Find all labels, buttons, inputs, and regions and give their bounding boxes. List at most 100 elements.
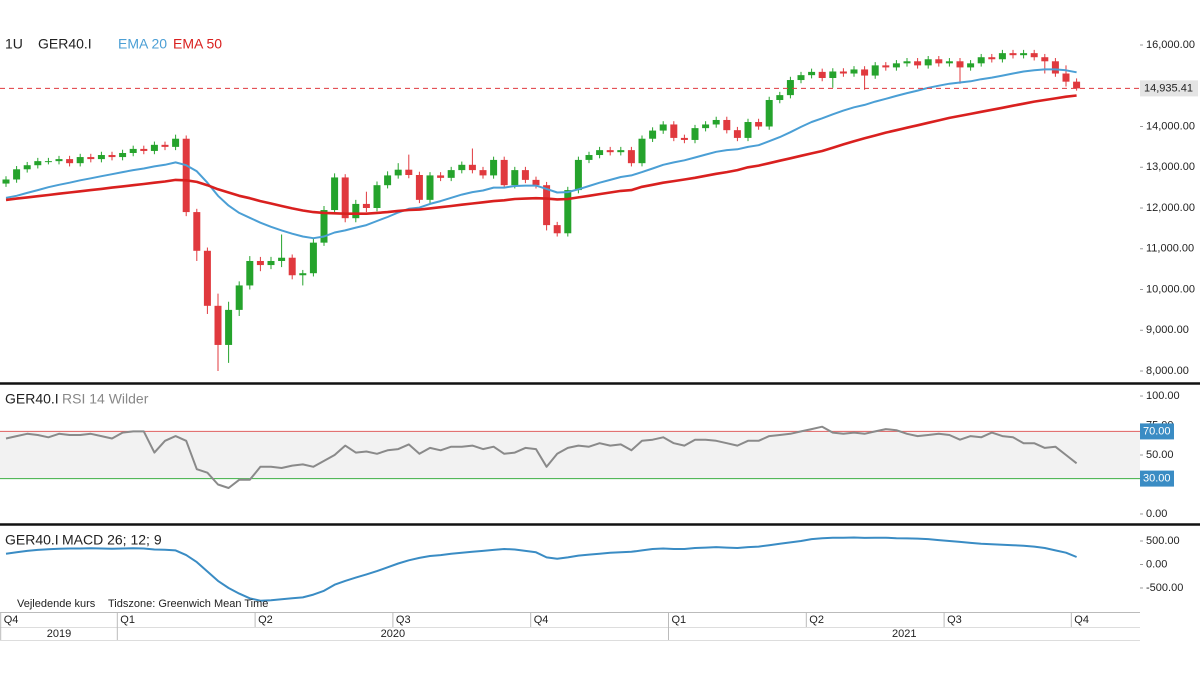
y-tick-label: 11,000.00 (1146, 243, 1194, 255)
candle-body (214, 305, 222, 345)
candle-body (553, 225, 561, 234)
symbol: GER40.I (38, 36, 92, 52)
candle-body (309, 242, 317, 274)
symbol: GER40.I (5, 532, 59, 548)
candle-body (479, 170, 487, 176)
candle-body (914, 61, 922, 66)
quarter-label: Q4 (4, 614, 19, 626)
candle-body (617, 150, 625, 153)
candle-body (670, 124, 678, 138)
candle-body (458, 164, 466, 171)
candle-body (977, 57, 985, 64)
candle-body (362, 203, 370, 209)
band-fill (0, 431, 1140, 479)
candle-body (426, 175, 434, 200)
candle-body (97, 155, 105, 160)
candle-body (1062, 73, 1070, 82)
quarter-label: Q1 (672, 614, 687, 626)
indicator-title: RSI 14 Wilder (62, 391, 149, 407)
candle-body (956, 61, 964, 68)
y-tick-label: 14,000.00 (1146, 120, 1195, 132)
candle-body (935, 59, 943, 64)
band-label: 30.00 (1143, 472, 1171, 484)
candle-body (384, 175, 392, 186)
quarter-label: Q3 (396, 614, 411, 626)
indicator-title: MACD 26; 12; 9 (62, 532, 162, 548)
candle-body (829, 71, 837, 79)
quarter-label: Q3 (947, 614, 962, 626)
candle-body (712, 119, 720, 125)
candle-body (945, 61, 953, 64)
candle-body (119, 152, 127, 158)
quarter-label: Q2 (809, 614, 824, 626)
candle-body (702, 124, 710, 129)
candle-body (2, 179, 10, 184)
candle-body (808, 71, 816, 76)
interval: 1U (5, 36, 23, 52)
candle-body (129, 148, 137, 153)
last-price-box (1140, 80, 1198, 97)
candle-body (1041, 57, 1049, 62)
candle-body (627, 150, 635, 164)
candle-body (606, 150, 614, 153)
year-label: 2019 (47, 628, 71, 640)
candle-body (818, 71, 826, 79)
y-tick-label: 500.00 (1146, 535, 1180, 547)
candle-body (320, 210, 328, 243)
band-label-box (1140, 423, 1174, 440)
candle-body (394, 169, 402, 176)
candle-body (596, 150, 604, 156)
candle-body (1009, 53, 1017, 56)
last-price-label: 14,935.41 (1144, 82, 1193, 94)
candle-body (924, 59, 932, 66)
candle-body (649, 130, 657, 139)
candle-body (532, 179, 540, 186)
candle-body (988, 57, 996, 60)
candle-body (543, 185, 551, 226)
legend-entry: EMA 50 (173, 36, 222, 52)
candle-body (341, 177, 349, 219)
y-tick-label: 0.00 (1146, 508, 1167, 520)
candle-body (150, 144, 158, 151)
candle-body (203, 250, 211, 306)
y-tick-label: 0.00 (1146, 558, 1167, 570)
candle-body (1030, 53, 1038, 58)
candle-body (225, 309, 233, 345)
y-tick-label: 8,000.00 (1146, 365, 1189, 377)
candle-body (1020, 53, 1028, 56)
marks: 8,000.00 9,000.00 10,000.00 11,000.00 12,000… (0, 39, 1198, 640)
candle-body (288, 257, 296, 276)
candle-body (861, 69, 869, 76)
candle-body (691, 128, 699, 140)
candle-body (23, 165, 31, 170)
quarter-label: Q2 (258, 614, 273, 626)
y-tick-label: 50.00 (1146, 449, 1174, 461)
candle-body (903, 61, 911, 64)
quarter-label: Q4 (534, 614, 549, 626)
candle-body (490, 159, 498, 176)
y-tick-label: 12,000.00 (1146, 202, 1195, 214)
candle-body (744, 122, 752, 138)
candle-body (755, 122, 763, 127)
candle-body (76, 157, 84, 164)
year-label: 2020 (381, 628, 405, 640)
candle-body (437, 175, 445, 178)
candle-body (447, 170, 455, 178)
candle-body (140, 148, 148, 151)
candle-body (733, 130, 741, 138)
candle-body (998, 53, 1006, 60)
candle-body (108, 155, 116, 158)
candle-body (659, 124, 667, 131)
band-label: 70.00 (1143, 425, 1171, 437)
candle-body (299, 273, 307, 276)
candle-body (850, 69, 858, 74)
ema-line (5, 68, 1077, 240)
candle-body (967, 63, 975, 68)
candle-body (839, 71, 847, 74)
legend-entry: EMA 20 (118, 36, 167, 52)
candle-body (638, 138, 646, 164)
candle-body (797, 75, 805, 81)
candle-body (172, 138, 180, 147)
